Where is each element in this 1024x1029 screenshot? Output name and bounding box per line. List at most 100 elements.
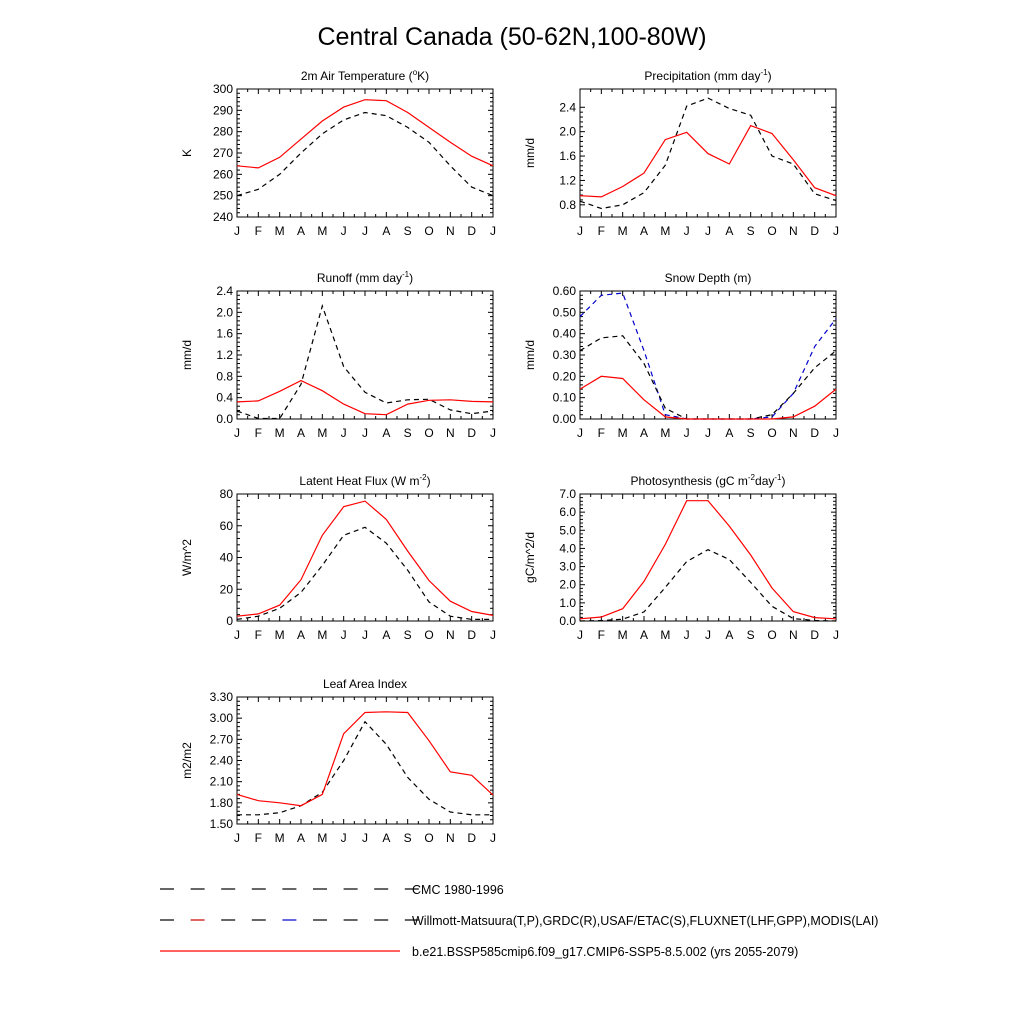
y-tick-label: 280 [213, 125, 233, 139]
panel-title-superscript: -2 [419, 473, 427, 482]
legend-label: Willmott-Matsuura(T,P),GRDC(R),USAF/ETAC… [412, 914, 878, 928]
x-tick-label: M [660, 628, 670, 642]
x-tick-label: N [446, 628, 455, 642]
x-tick-label: O [424, 628, 433, 642]
panel-title: Photosynthesis (gC m-2day-1) [631, 473, 786, 488]
y-tick-label: 0.00 [553, 412, 577, 426]
y-axis-label: gC/m^2/d [523, 532, 537, 583]
panel-title-superscript: -1 [760, 68, 768, 77]
x-tick-label: J [833, 426, 839, 440]
y-tick-label: 0.50 [553, 305, 577, 319]
x-tick-label: A [297, 224, 305, 238]
x-tick-label: D [810, 426, 819, 440]
x-tick-label: M [618, 224, 628, 238]
y-tick-label: 0.60 [553, 284, 577, 298]
axis-ticks [236, 696, 494, 825]
x-tick-label: J [684, 628, 690, 642]
x-tick-label: M [317, 831, 327, 845]
x-tick-label: F [598, 628, 605, 642]
panel-title-part: K) [417, 69, 429, 83]
x-tick-label: A [640, 224, 648, 238]
panel-title-part: Runoff (mm day [317, 271, 402, 285]
y-tick-label: 0.8 [559, 198, 576, 212]
y-tick-label: 3.0 [559, 560, 576, 574]
y-tick-label: 2.70 [210, 732, 234, 746]
x-tick-label: F [598, 426, 605, 440]
x-tick-label: J [833, 628, 839, 642]
axis-ticks [579, 290, 837, 420]
x-tick-label: J [833, 224, 839, 238]
y-tick-label: 1.0 [559, 596, 576, 610]
x-tick-label: M [660, 426, 670, 440]
y-tick-label: 60 [220, 519, 234, 533]
x-tick-label: J [362, 628, 368, 642]
y-axis-label: mm/d [523, 340, 537, 370]
series-line-2 [579, 124, 837, 198]
x-tick-label: J [341, 224, 347, 238]
y-tick-label: 1.50 [210, 817, 234, 831]
y-tick-label: 2.4 [559, 100, 576, 114]
x-tick-label: J [705, 224, 711, 238]
x-tick-label: M [317, 628, 327, 642]
x-tick-label: J [362, 426, 368, 440]
y-tick-label: 2.40 [210, 754, 234, 768]
legend-item-3: b.e21.BSSP585cmip6.f09_g17.CMIP6-SSP5-8.… [160, 945, 798, 959]
x-tick-label: O [767, 224, 776, 238]
x-tick-label: A [297, 831, 305, 845]
series-line-1 [579, 97, 837, 210]
x-tick-label: F [255, 224, 262, 238]
x-tick-label: J [234, 628, 240, 642]
axis-ticks [236, 88, 494, 218]
y-axis-label: m2/m2 [180, 742, 194, 779]
x-tick-label: M [660, 224, 670, 238]
panel-title-part: Leaf Area Index [323, 677, 407, 691]
series-line-2 [579, 335, 837, 420]
panel-title-superscript: -1 [774, 473, 782, 482]
x-tick-label: F [598, 224, 605, 238]
x-tick-label: J [684, 224, 690, 238]
y-tick-label: 290 [213, 103, 233, 117]
x-tick-label: A [382, 426, 390, 440]
y-tick-label: 4.0 [559, 541, 576, 555]
x-tick-label: A [382, 628, 390, 642]
y-tick-label: 2.10 [210, 775, 234, 789]
x-tick-label: J [341, 426, 347, 440]
y-tick-label: 270 [213, 146, 233, 160]
panel-title-part: ) [782, 474, 786, 488]
panel-title-part: Snow Depth (m) [665, 271, 752, 285]
panel-title-part: 2m Air Temperature ( [301, 69, 413, 83]
x-tick-label: M [317, 426, 327, 440]
y-tick-label: 1.6 [216, 327, 233, 341]
axis-ticks [579, 493, 837, 622]
y-tick-label: 6.0 [559, 505, 576, 519]
y-tick-label: 40 [220, 551, 234, 565]
y-tick-label: 2.0 [559, 578, 576, 592]
x-tick-label: O [424, 426, 433, 440]
x-tick-label: M [275, 628, 285, 642]
y-tick-label: 0.8 [216, 369, 233, 383]
panel-title-part: ) [409, 271, 413, 285]
chart-panel-4: J F M A M J J A S O N D J0.000.100.200.300.400.500.6… [523, 271, 839, 440]
legend: CMC 1980-1996 Willmott-Matsuura(T,P),GRDC… [160, 883, 878, 959]
axis-ticks [579, 89, 837, 217]
y-tick-label: 250 [213, 189, 233, 203]
x-tick-label: J [234, 426, 240, 440]
panel-title-part: ) [427, 474, 431, 488]
x-tick-label: N [789, 628, 798, 642]
x-tick-label: J [341, 628, 347, 642]
y-tick-label: 0.20 [553, 369, 577, 383]
panel-title-superscript: -2 [748, 473, 756, 482]
x-tick-label: S [747, 628, 755, 642]
x-tick-label: J [577, 628, 583, 642]
x-tick-label: A [297, 628, 305, 642]
series-line-2 [236, 379, 494, 416]
x-tick-label: S [404, 426, 412, 440]
plot-frame [236, 696, 494, 825]
series-line-1 [579, 292, 837, 420]
x-tick-label: N [789, 426, 798, 440]
y-tick-label: 0.0 [216, 412, 233, 426]
panel-title-part: Latent Heat Flux (W m [299, 474, 419, 488]
x-tick-label: J [577, 426, 583, 440]
y-tick-label: 2.4 [216, 284, 233, 298]
